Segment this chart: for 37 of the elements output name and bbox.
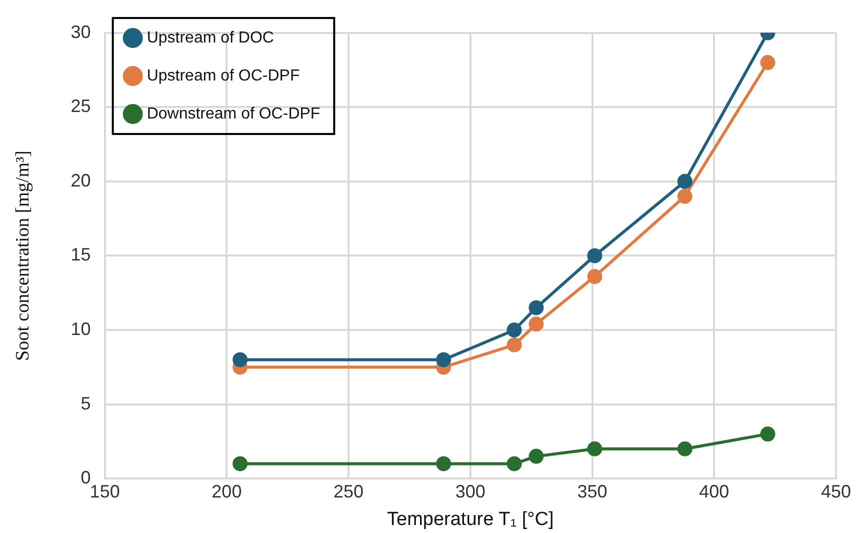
point xyxy=(528,448,544,464)
legend-label: Upstream of DOC xyxy=(146,29,274,46)
x-axis-title: Temperature T₁ [°C] xyxy=(387,508,554,530)
y-tick-label: 5 xyxy=(80,393,91,414)
point xyxy=(232,352,248,368)
x-tick-label: 400 xyxy=(699,481,730,502)
point xyxy=(587,248,602,264)
y-tick-label: 10 xyxy=(70,318,91,339)
point xyxy=(760,426,776,442)
x-tick-label: 350 xyxy=(577,481,608,502)
x-tick-label: 150 xyxy=(90,481,120,502)
y-tick-label: 15 xyxy=(70,244,91,265)
point xyxy=(436,456,452,472)
point xyxy=(677,441,692,456)
point xyxy=(677,188,692,204)
x-tick-label: 300 xyxy=(455,481,486,502)
point xyxy=(506,337,522,352)
point xyxy=(528,316,544,332)
legend-label: Downstream of OC-DPF xyxy=(146,105,320,122)
legend-label: Upstream of OC-DPF xyxy=(146,67,300,84)
point xyxy=(528,300,544,316)
y-tick-label: 0 xyxy=(80,468,91,488)
y-tick-label: 20 xyxy=(70,170,91,190)
point xyxy=(677,174,692,189)
point xyxy=(506,322,522,338)
point xyxy=(506,456,522,472)
x-tick-label: 450 xyxy=(820,481,852,502)
x-tick-label: 250 xyxy=(334,481,364,502)
point xyxy=(587,269,602,284)
y-tick-label: 30 xyxy=(70,22,91,42)
point xyxy=(587,441,602,456)
x-tick-label: 200 xyxy=(212,481,242,502)
point xyxy=(232,456,248,472)
y-tick-label: 25 xyxy=(70,96,91,116)
point xyxy=(760,55,776,70)
point xyxy=(436,352,452,368)
y-axis-title: Soot concentration [mg/m³] xyxy=(12,150,34,361)
